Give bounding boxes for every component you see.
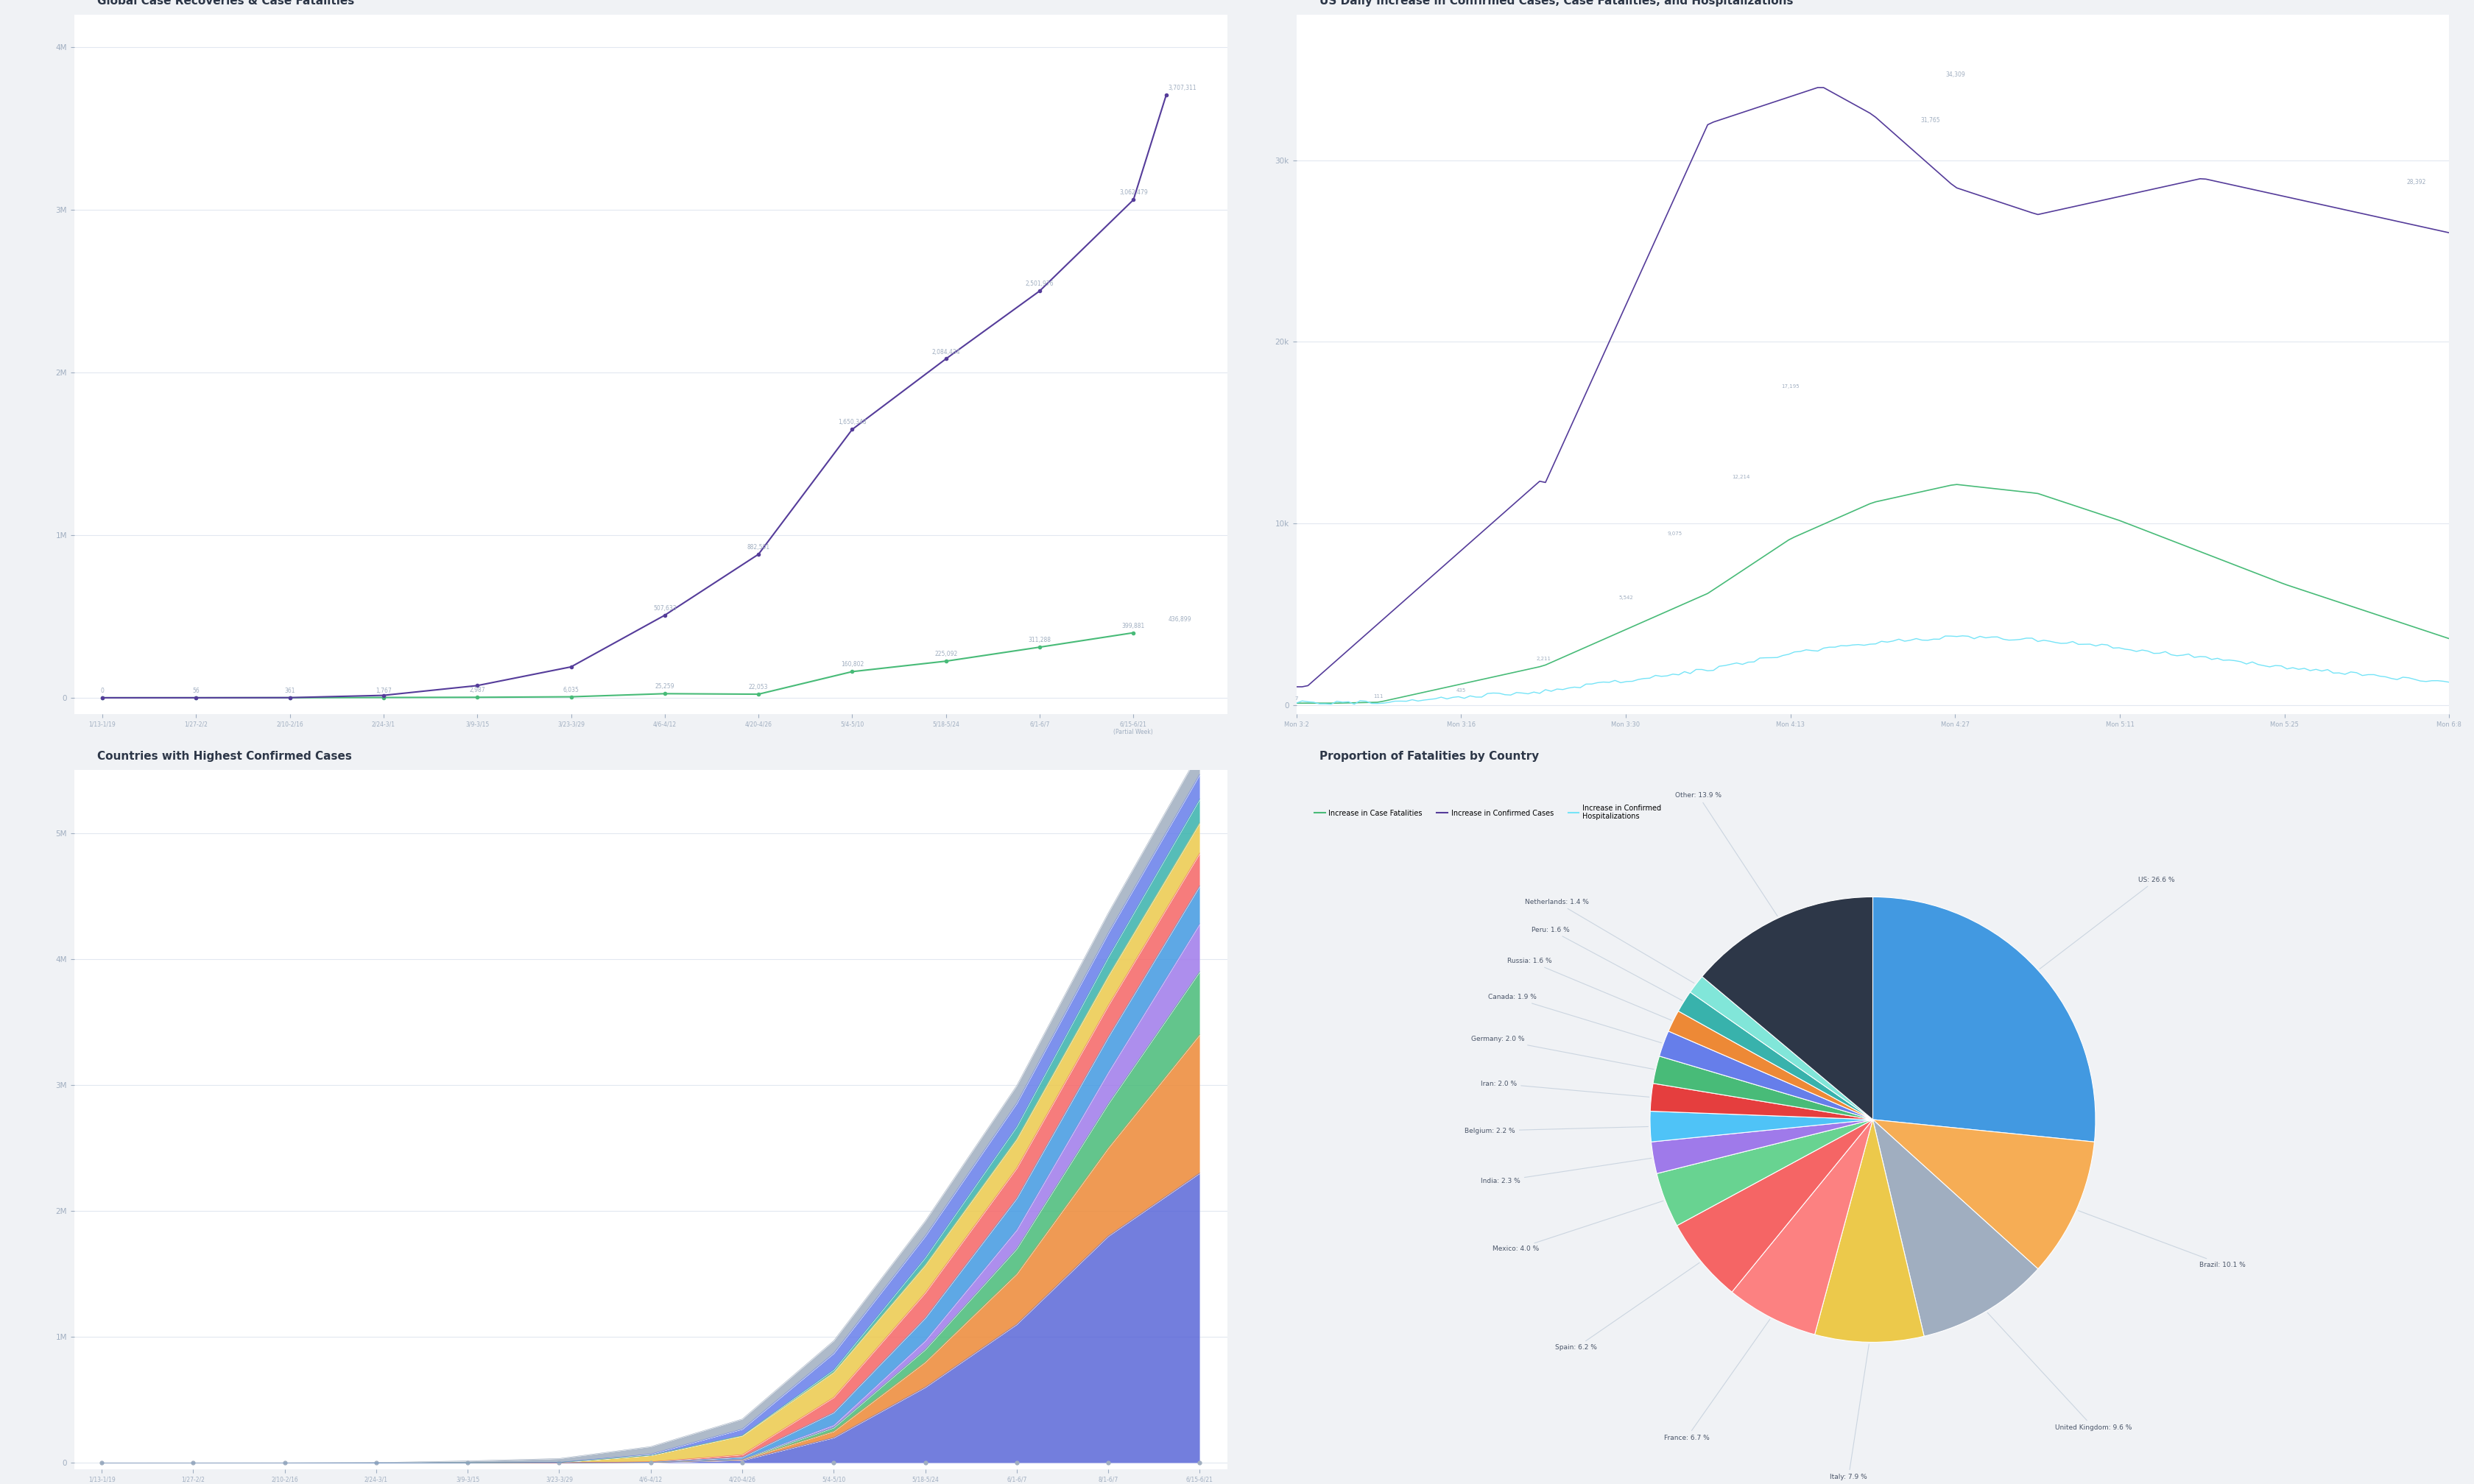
Wedge shape <box>1873 1119 2039 1336</box>
Wedge shape <box>1650 1083 1873 1119</box>
Text: 3,707,311: 3,707,311 <box>1168 85 1197 92</box>
Text: 56: 56 <box>193 687 200 695</box>
Text: US Daily Increase in Confirmed Cases, Case Fatalities, and Hospitalizations: US Daily Increase in Confirmed Cases, Ca… <box>1319 0 1794 7</box>
Text: 160,802: 160,802 <box>841 662 863 668</box>
Point <box>905 1451 945 1475</box>
Wedge shape <box>1873 1119 2095 1269</box>
Text: United Kingdom: 9.6 %: United Kingdom: 9.6 % <box>1987 1313 2133 1431</box>
Point <box>722 1451 762 1475</box>
Text: Proportion of Fatalities by Country: Proportion of Fatalities by Country <box>1319 751 1539 761</box>
Wedge shape <box>1667 1011 1873 1119</box>
Point <box>173 1451 213 1475</box>
Text: 435: 435 <box>1457 689 1467 693</box>
Text: France: 6.7 %: France: 6.7 % <box>1665 1319 1769 1441</box>
Point <box>448 1451 487 1475</box>
Text: 311,288: 311,288 <box>1029 637 1051 644</box>
Wedge shape <box>1690 976 1873 1119</box>
Wedge shape <box>1816 1119 1925 1342</box>
Text: 12,214: 12,214 <box>1732 475 1749 479</box>
Text: Global Case Recoveries & Case Fatalities: Global Case Recoveries & Case Fatalities <box>96 0 354 7</box>
Text: Countries with Highest Confirmed Cases: Countries with Highest Confirmed Cases <box>96 751 351 761</box>
Wedge shape <box>1660 1031 1873 1119</box>
Wedge shape <box>1702 896 1873 1119</box>
Text: 2,501,976: 2,501,976 <box>1024 280 1054 288</box>
Text: 882,501: 882,501 <box>747 545 769 551</box>
Wedge shape <box>1677 993 1873 1119</box>
Text: 9,075: 9,075 <box>1667 531 1682 536</box>
Text: 111: 111 <box>1373 695 1383 699</box>
Text: 3,062,479: 3,062,479 <box>1118 190 1148 196</box>
Text: Mexico: 4.0 %: Mexico: 4.0 % <box>1492 1201 1663 1252</box>
Text: Other: 13.9 %: Other: 13.9 % <box>1675 792 1776 916</box>
Wedge shape <box>1650 1119 1873 1174</box>
Text: Netherlands: 1.4 %: Netherlands: 1.4 % <box>1524 899 1695 984</box>
Text: Peru: 1.6 %: Peru: 1.6 % <box>1531 926 1682 1000</box>
Text: 507,633: 507,633 <box>653 605 675 611</box>
Wedge shape <box>1658 1119 1873 1226</box>
Text: Spain: 6.2 %: Spain: 6.2 % <box>1556 1263 1700 1350</box>
Text: Brazil: 10.1 %: Brazil: 10.1 % <box>2078 1211 2246 1267</box>
Text: 34,309: 34,309 <box>1945 71 1964 77</box>
Legend: Total Case Fatalities, Total Case Recoveries: Total Case Fatalities, Total Case Recove… <box>101 801 299 815</box>
Point <box>1180 1451 1220 1475</box>
Wedge shape <box>1650 1112 1873 1141</box>
Text: 7: 7 <box>1294 696 1299 700</box>
Text: Russia: 1.6 %: Russia: 1.6 % <box>1507 959 1672 1020</box>
Wedge shape <box>1653 1057 1873 1119</box>
Text: Canada: 1.9 %: Canada: 1.9 % <box>1489 994 1663 1043</box>
Wedge shape <box>1732 1119 1873 1334</box>
Text: 1,650,348: 1,650,348 <box>839 418 866 426</box>
Point <box>631 1451 670 1475</box>
Text: 2,987: 2,987 <box>470 687 485 693</box>
Text: 2,211: 2,211 <box>1536 656 1551 660</box>
Text: Germany: 2.0 %: Germany: 2.0 % <box>1472 1036 1653 1070</box>
Text: Belgium: 2.2 %: Belgium: 2.2 % <box>1465 1126 1648 1134</box>
Text: India: 2.3 %: India: 2.3 % <box>1482 1158 1650 1184</box>
Point <box>539 1451 579 1475</box>
Text: 22,053: 22,053 <box>750 684 769 690</box>
Text: 399,881: 399,881 <box>1121 622 1145 629</box>
Point <box>814 1451 854 1475</box>
Text: Iran: 2.0 %: Iran: 2.0 % <box>1482 1080 1650 1097</box>
Text: 25,259: 25,259 <box>656 684 675 690</box>
Wedge shape <box>1677 1119 1873 1293</box>
Text: 17,195: 17,195 <box>1781 384 1799 389</box>
Text: 6,035: 6,035 <box>564 687 579 693</box>
Point <box>997 1451 1037 1475</box>
Point <box>265 1451 304 1475</box>
Point <box>1089 1451 1128 1475</box>
Text: 5,542: 5,542 <box>1618 595 1633 600</box>
Point <box>82 1451 121 1475</box>
Text: 2,084,434: 2,084,434 <box>933 349 960 355</box>
Text: Italy: 7.9 %: Italy: 7.9 % <box>1831 1345 1868 1481</box>
Text: 0: 0 <box>101 687 104 695</box>
Text: 1,767: 1,767 <box>376 687 391 695</box>
Text: 28,392: 28,392 <box>2407 178 2427 186</box>
Text: 31,765: 31,765 <box>1920 117 1940 125</box>
Legend: Increase in Case Fatalities, Increase in Confirmed Cases, Increase in Confirmed
: Increase in Case Fatalities, Increase in… <box>1311 801 1665 824</box>
Text: US: 26.6 %: US: 26.6 % <box>2039 877 2175 969</box>
Text: 225,092: 225,092 <box>935 651 957 657</box>
Text: 436,899: 436,899 <box>1168 616 1192 623</box>
Wedge shape <box>1873 896 2095 1141</box>
Text: 361: 361 <box>285 687 294 695</box>
Point <box>356 1451 396 1475</box>
